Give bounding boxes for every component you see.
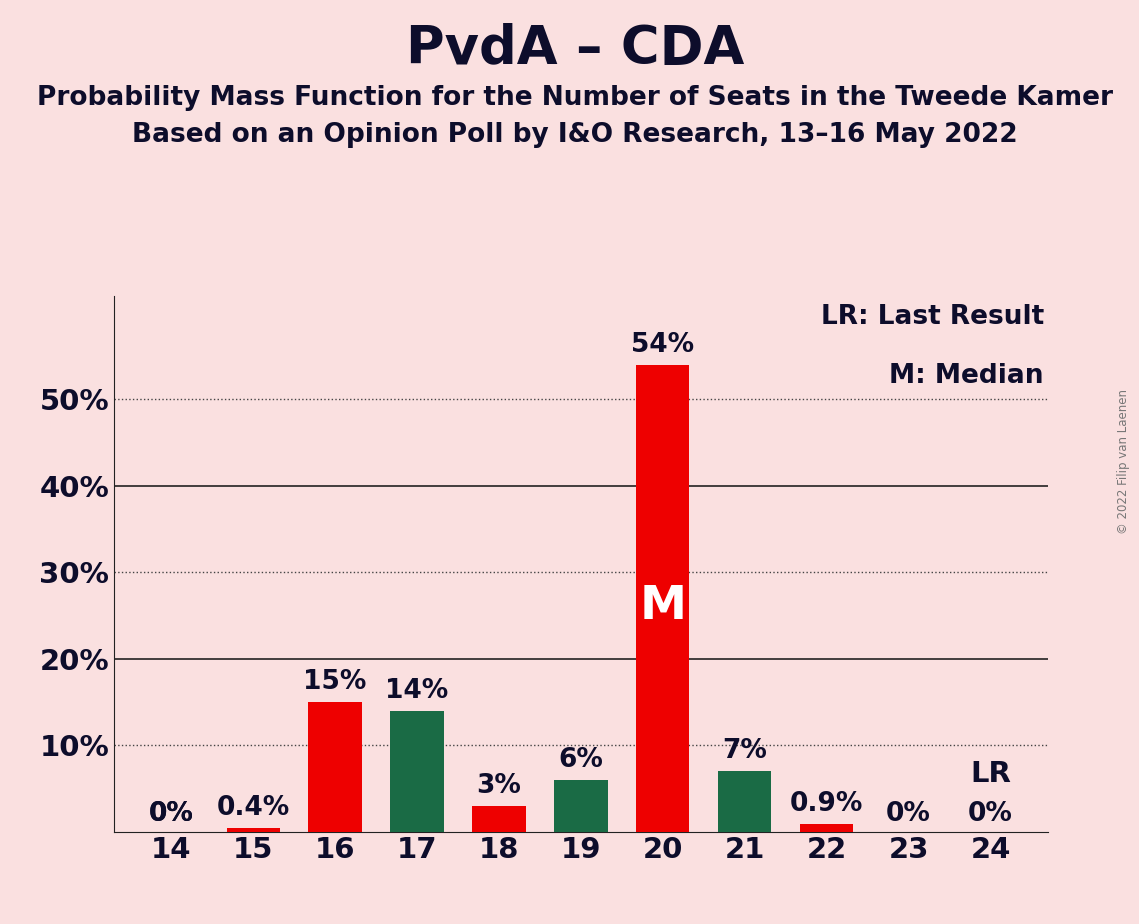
Text: PvdA – CDA: PvdA – CDA (405, 23, 745, 75)
Text: 0%: 0% (968, 801, 1013, 827)
Text: 0%: 0% (149, 801, 194, 827)
Text: 7%: 7% (722, 738, 768, 764)
Text: M: Median: M: Median (890, 363, 1043, 389)
Text: 0%: 0% (886, 801, 931, 827)
Text: 0.4%: 0.4% (216, 796, 289, 821)
Text: M: M (639, 584, 687, 629)
Text: 6%: 6% (558, 747, 604, 772)
Text: 54%: 54% (631, 332, 695, 358)
Bar (309, 702, 362, 832)
Text: 0.9%: 0.9% (790, 791, 863, 817)
Bar (800, 824, 853, 832)
Text: 14%: 14% (385, 677, 449, 704)
Text: 3%: 3% (476, 772, 522, 798)
Text: © 2022 Filip van Laenen: © 2022 Filip van Laenen (1117, 390, 1130, 534)
Bar (473, 806, 525, 832)
Text: Probability Mass Function for the Number of Seats in the Tweede Kamer: Probability Mass Function for the Number… (38, 85, 1113, 111)
Text: LR: Last Result: LR: Last Result (820, 304, 1043, 330)
Bar (718, 772, 771, 832)
Text: 15%: 15% (303, 669, 367, 695)
Bar (637, 365, 689, 832)
Text: Based on an Opinion Poll by I&O Research, 13–16 May 2022: Based on an Opinion Poll by I&O Research… (132, 122, 1018, 148)
Text: LR: LR (970, 760, 1011, 788)
Bar (227, 828, 280, 832)
Bar (391, 711, 444, 832)
Text: 0%: 0% (149, 801, 194, 827)
Bar (555, 780, 607, 832)
